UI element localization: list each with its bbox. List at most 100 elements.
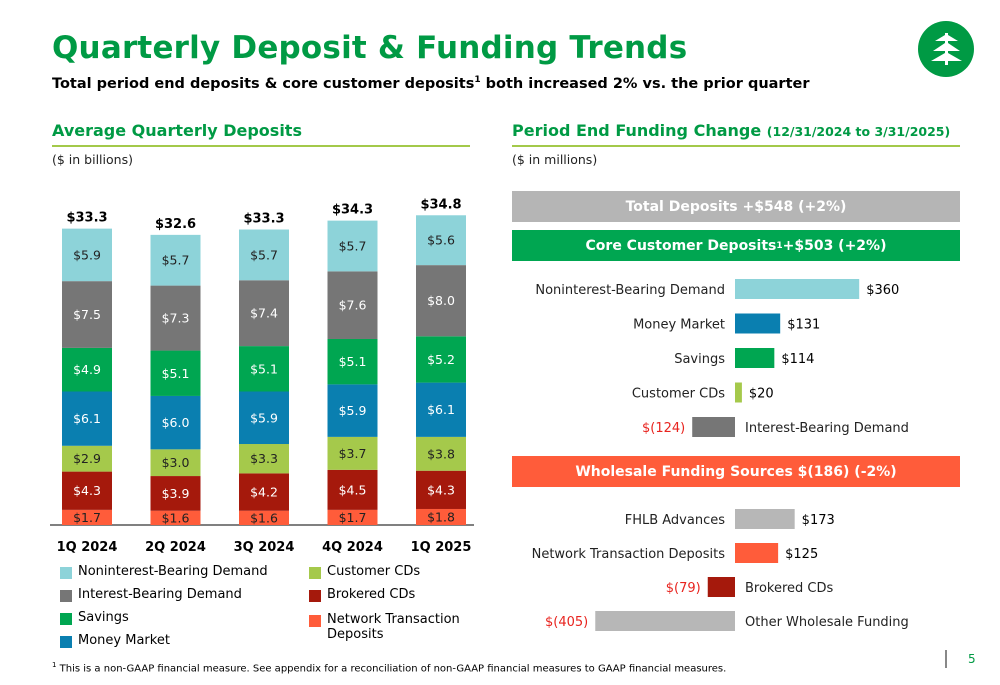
total-deposits-banner-text: Total Deposits +$548 (+2%) [625, 198, 847, 215]
bar-segment-network-transaction-deposits [150, 510, 201, 525]
bar-segment-brokered-cds [150, 476, 201, 511]
bar-segment-customer-cds [150, 449, 201, 477]
hbar-money-market [735, 313, 781, 334]
bar-segment-label: $1.7 [339, 510, 367, 525]
hbar-value-label: $20 [749, 387, 774, 402]
bar-segment-label: $6.1 [73, 411, 101, 426]
wholesale-funding-banner: Wholesale Funding Sources $(186) (-2%) [512, 456, 960, 487]
footnote: 1 This is a non-GAAP financial measure. … [52, 661, 726, 674]
legend-item-brokered-cds: Brokered CDs [309, 587, 415, 602]
funding-change-date-range: (12/31/2024 to 3/31/2025) [766, 124, 951, 139]
tree-logo-icon [931, 33, 962, 65]
legend-swatch [309, 567, 321, 579]
bar-segment-label: $5.7 [339, 238, 367, 253]
legend-item-interest-bearing-demand: Interest-Bearing Demand [60, 587, 242, 602]
x-tick-label: 1Q 2024 [57, 540, 118, 555]
bar-segment-label: $3.0 [162, 455, 190, 470]
bar-segment-label: $4.3 [427, 482, 455, 497]
legend-swatch [60, 567, 72, 579]
bar-segment-label: $5.1 [339, 354, 367, 369]
core-deposits-banner-value: +$503 (+2%) [782, 237, 887, 254]
legend-item-money-market: Money Market [60, 633, 170, 648]
bar-segment-money-market [150, 395, 201, 450]
core-deposits-change-chart: Noninterest-Bearing Demand $360 Money Mark… [535, 279, 909, 437]
avg-deposits-rule [52, 145, 470, 147]
hbar-category-label: Noninterest-Bearing Demand [535, 283, 725, 298]
bar-segment-customer-cds [416, 436, 466, 471]
hbar-value-label: $(124) [642, 421, 685, 436]
legend-item-customer-cds: Customer CDs [309, 564, 420, 579]
bar-total-label: $32.6 [155, 217, 196, 232]
footnote-text: This is a non-GAAP financial measure. Se… [56, 663, 727, 675]
bar-segment-label: $7.6 [339, 298, 367, 313]
legend-swatch [60, 590, 72, 602]
bar-segment-savings [62, 347, 112, 392]
bar-segment-money-market [239, 391, 289, 445]
legend-item-network-transaction-deposits: Network Transaction Deposits [309, 612, 479, 642]
bar-segment-label: $1.6 [250, 510, 278, 525]
avg-deposits-unit: ($ in billions) [52, 152, 133, 167]
bar-segment-customer-cds [327, 436, 378, 470]
bar-segment-label: $2.9 [73, 451, 101, 466]
bar-segment-label: $6.1 [427, 402, 455, 417]
bar-segment-label: $3.8 [427, 446, 455, 461]
bar-segment-interest-bearing-demand [327, 271, 378, 339]
bar-segment-label: $7.4 [250, 306, 278, 321]
x-tick-label: 1Q 2025 [411, 540, 472, 555]
bar-segment-label: $3.9 [162, 486, 190, 501]
funding-change-heading: Period End Funding Change (12/31/2024 to… [512, 121, 950, 140]
hbar-value-label: $114 [781, 352, 814, 367]
bar-segment-label: $5.1 [162, 366, 190, 381]
legend-swatch [309, 590, 321, 602]
hbar-category-label: FHLB Advances [625, 513, 726, 528]
bar-segment-interest-bearing-demand [416, 265, 466, 337]
hbar-category-label: Other Wholesale Funding [745, 615, 909, 630]
bar-segment-label: $5.6 [427, 233, 455, 248]
subtitle-footnote-marker: 1 [474, 75, 481, 85]
bar-segment-brokered-cds [239, 473, 289, 511]
bar-segment-label: $3.7 [339, 446, 367, 461]
bar-segment-label: $4.2 [250, 485, 278, 500]
bar-segment-savings [327, 338, 378, 385]
bar-segment-noninterest-bearing-demand [150, 234, 201, 286]
hbar-category-label: Money Market [633, 318, 725, 333]
legend-item-noninterest-bearing-demand: Noninterest-Bearing Demand [60, 564, 268, 579]
bar-segment-label: $6.0 [162, 415, 190, 430]
bar-segment-label: $8.0 [427, 293, 455, 308]
wholesale-funding-banner-text: Wholesale Funding Sources $(186) (-2%) [575, 463, 897, 480]
hbar-value-label: $173 [802, 513, 835, 528]
page-title: Quarterly Deposit & Funding Trends [52, 30, 688, 66]
hbar-value-label: $125 [785, 547, 818, 562]
hbar-fhlb-advances [735, 509, 795, 529]
bar-segment-network-transaction-deposits [239, 510, 289, 525]
bar-segment-interest-bearing-demand [239, 280, 289, 347]
legend-label: Money Market [78, 633, 170, 648]
bar-segment-label: $5.7 [250, 247, 278, 262]
hbar-value-label: $(405) [545, 615, 588, 630]
bar-segment-interest-bearing-demand [150, 285, 201, 351]
hbar-interest-bearing-demand [692, 417, 735, 437]
bar-segment-savings [416, 336, 466, 383]
bar-segment-label: $1.7 [73, 510, 101, 525]
subtitle-text-end: both increased 2% vs. the prior quarter [480, 75, 810, 92]
hbar-value-label: $360 [866, 283, 899, 298]
legend-swatch [60, 613, 72, 625]
hbar-customer-cds [735, 382, 742, 403]
bar-segment-money-market [416, 382, 466, 437]
footnote-marker: 1 [52, 661, 57, 669]
x-tick-label: 3Q 2024 [234, 540, 295, 555]
hbar-category-label: Savings [674, 352, 725, 367]
hbar-noninterest-bearing-demand [735, 279, 860, 299]
bar-segment-brokered-cds [416, 470, 466, 509]
bar-total-label: $33.3 [66, 211, 107, 226]
bar-segment-noninterest-bearing-demand [416, 215, 466, 266]
legend-label: Customer CDs [327, 564, 421, 579]
page-number-separator [945, 650, 947, 668]
bar-segment-label: $5.1 [250, 361, 278, 376]
core-deposits-banner-text: Core Customer Deposits [585, 237, 777, 254]
bar-segment-brokered-cds [327, 469, 378, 510]
legend-label: Network Transaction Deposits [327, 612, 460, 642]
bar-segment-label: $5.2 [427, 352, 455, 367]
legend-label: Brokered CDs [327, 587, 416, 602]
legend-swatch [309, 615, 321, 627]
